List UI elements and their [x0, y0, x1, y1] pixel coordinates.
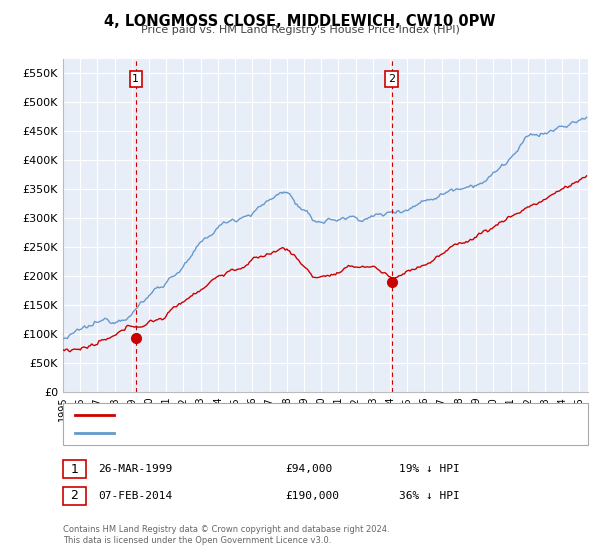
Text: 2: 2 [388, 74, 395, 84]
Text: 1: 1 [133, 74, 139, 84]
Text: £94,000: £94,000 [285, 464, 332, 474]
Text: 1: 1 [70, 463, 79, 476]
Text: Contains HM Land Registry data © Crown copyright and database right 2024.
This d: Contains HM Land Registry data © Crown c… [63, 525, 389, 545]
Text: Price paid vs. HM Land Registry's House Price Index (HPI): Price paid vs. HM Land Registry's House … [140, 25, 460, 35]
Text: 4, LONGMOSS CLOSE, MIDDLEWICH, CW10 0PW: 4, LONGMOSS CLOSE, MIDDLEWICH, CW10 0PW [104, 14, 496, 29]
Text: 07-FEB-2014: 07-FEB-2014 [98, 491, 172, 501]
Text: 19% ↓ HPI: 19% ↓ HPI [399, 464, 460, 474]
Text: HPI: Average price, detached house, Cheshire East: HPI: Average price, detached house, Ches… [120, 428, 368, 438]
Text: 36% ↓ HPI: 36% ↓ HPI [399, 491, 460, 501]
Text: 4, LONGMOSS CLOSE, MIDDLEWICH, CW10 0PW (detached house): 4, LONGMOSS CLOSE, MIDDLEWICH, CW10 0PW … [120, 410, 443, 420]
Text: 26-MAR-1999: 26-MAR-1999 [98, 464, 172, 474]
Text: £190,000: £190,000 [285, 491, 339, 501]
Text: 2: 2 [70, 489, 79, 502]
